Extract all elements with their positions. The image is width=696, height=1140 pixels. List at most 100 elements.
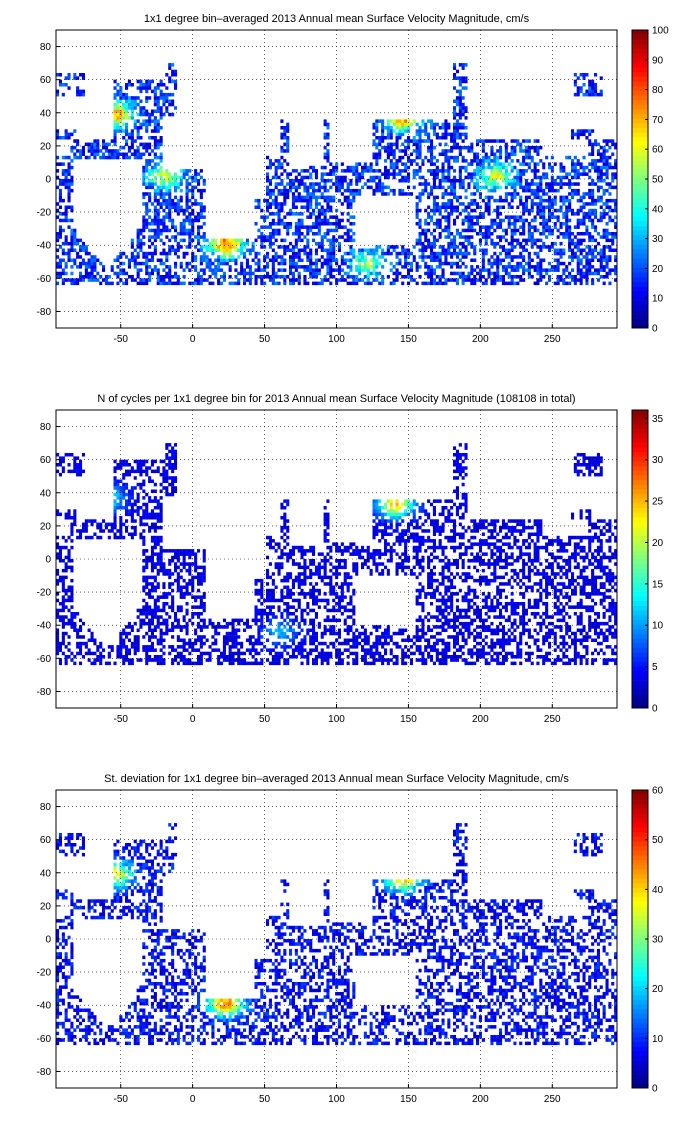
heatmap-cell (119, 116, 123, 120)
heatmap-cell (266, 205, 270, 210)
heatmap-cell (427, 195, 431, 200)
heatmap-cell (424, 182, 428, 186)
heatmap-cell (297, 182, 301, 186)
heatmap-cell (499, 218, 503, 223)
heatmap-cell (542, 192, 546, 196)
heatmap-cell (496, 208, 500, 213)
heatmap-cell (268, 162, 272, 166)
heatmap-cell (591, 248, 595, 253)
heatmap-cell (136, 658, 140, 662)
heatmap-cell (504, 182, 508, 186)
heatmap-cell (179, 179, 183, 183)
heatmap-cell (142, 179, 146, 183)
heatmap-cell (70, 188, 74, 193)
colorbar-swatch (632, 225, 648, 231)
heatmap-cell (211, 281, 215, 286)
heatmap-cell (127, 149, 131, 153)
heatmap-cell (145, 575, 149, 580)
heatmap-cell (64, 218, 68, 223)
heatmap-cell (499, 225, 503, 229)
heatmap-cell (591, 149, 595, 153)
heatmap-cell (470, 202, 474, 206)
heatmap-cell (444, 179, 448, 183)
heatmap-cell (162, 222, 166, 226)
heatmap-cell (366, 275, 370, 279)
heatmap-cell (145, 555, 149, 560)
heatmap-cell (280, 238, 284, 243)
heatmap-cell (119, 145, 123, 150)
heatmap-cell (70, 598, 74, 603)
heatmap-cell (470, 175, 474, 180)
heatmap-cell (159, 562, 163, 566)
heatmap-cell (168, 615, 172, 619)
heatmap-cell (352, 255, 356, 259)
heatmap-cell (294, 198, 298, 203)
heatmap-cell (329, 238, 333, 243)
heatmap-cell (588, 129, 592, 133)
heatmap-cell (527, 195, 531, 200)
heatmap-cell (61, 651, 65, 656)
heatmap-cell (501, 205, 505, 210)
heatmap-cell (274, 169, 278, 173)
colorbar-swatch (632, 39, 648, 45)
heatmap-cell (96, 655, 100, 659)
heatmap-cell (294, 225, 298, 229)
heatmap-cell (314, 258, 318, 263)
heatmap-cell (594, 228, 598, 233)
heatmap-cell (70, 618, 74, 623)
heatmap-cell (162, 198, 166, 203)
heatmap-cell (312, 169, 316, 173)
heatmap-cell (136, 238, 140, 243)
heatmap-cell (202, 278, 206, 282)
heatmap-cell (274, 182, 278, 186)
heatmap-cell (395, 162, 399, 166)
heatmap-cell (501, 139, 505, 143)
heatmap-cell (484, 238, 488, 243)
heatmap-cell (70, 132, 74, 137)
heatmap-cell (375, 185, 379, 190)
y-tick-label: 40 (40, 108, 52, 119)
heatmap-cell (162, 112, 166, 117)
heatmap-cell (384, 175, 388, 180)
heatmap-cell (156, 572, 160, 576)
heatmap-cell (159, 549, 163, 553)
heatmap-cell (191, 218, 195, 223)
heatmap-cell (168, 188, 172, 193)
heatmap-cell (361, 165, 365, 170)
heatmap-cell (113, 112, 117, 117)
heatmap-cell (594, 248, 598, 253)
heatmap-cell (142, 585, 146, 590)
heatmap-cell (61, 598, 65, 603)
heatmap-cell (81, 258, 85, 263)
heatmap-cell (125, 472, 129, 477)
heatmap-cell (320, 208, 324, 213)
heatmap-cell (79, 641, 83, 646)
heatmap-cell (67, 182, 71, 186)
heatmap-cell (599, 275, 603, 279)
heatmap-cell (286, 212, 290, 216)
heatmap-cell (314, 169, 318, 173)
heatmap-cell (349, 205, 353, 210)
heatmap-cell (162, 631, 166, 636)
heatmap-cell (153, 205, 157, 210)
heatmap-cell (211, 248, 215, 253)
heatmap-cell (67, 598, 71, 603)
heatmap-cell (476, 179, 480, 183)
heatmap-cell (171, 225, 175, 229)
heatmap-cell (205, 255, 209, 259)
heatmap-cell (481, 258, 485, 263)
heatmap-cell (185, 182, 189, 186)
heatmap-cell (314, 241, 318, 246)
heatmap-cell (153, 165, 157, 170)
heatmap-cell (585, 92, 589, 97)
heatmap-cell (539, 271, 543, 276)
heatmap-cell (559, 275, 563, 279)
heatmap-cell (461, 76, 465, 80)
heatmap-cell (153, 169, 157, 173)
heatmap-cell (340, 185, 344, 190)
heatmap-cell (594, 86, 598, 90)
heatmap-cell (150, 218, 154, 223)
heatmap-cell (389, 126, 393, 130)
heatmap-cell (504, 145, 508, 150)
heatmap-cell (455, 89, 459, 94)
